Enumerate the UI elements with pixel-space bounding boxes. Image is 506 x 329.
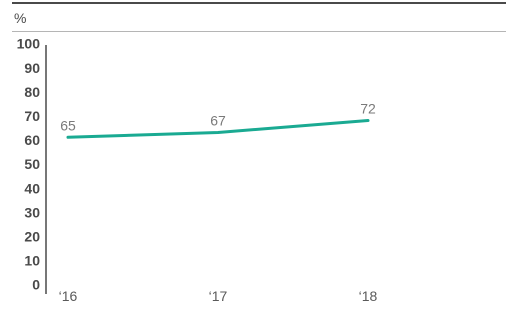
unit-label: % <box>14 10 27 26</box>
x-tick-label: ‘16 <box>59 288 78 304</box>
y-tick-label: 100 <box>17 36 41 52</box>
top-rule <box>12 2 506 4</box>
y-tick-label: 0 <box>32 277 40 293</box>
x-tick-label: ‘17 <box>209 288 228 304</box>
y-axis: 0 10 20 30 40 50 60 70 80 90 100 <box>17 36 47 294</box>
x-tick-label: ‘18 <box>359 288 378 304</box>
unit-rule <box>12 31 506 32</box>
data-labels: 65 67 72 <box>60 100 376 133</box>
y-tick-label: 60 <box>24 132 40 148</box>
y-tick-label: 80 <box>24 84 40 100</box>
series-line <box>66 119 370 139</box>
data-label: 72 <box>360 100 376 116</box>
data-label: 67 <box>210 113 226 129</box>
data-label: 65 <box>60 117 76 133</box>
y-tick-label: 90 <box>24 60 40 76</box>
y-tick-label: 30 <box>24 204 40 220</box>
y-tick-label: 70 <box>24 108 40 124</box>
y-tick-label: 20 <box>24 229 40 245</box>
y-tick-label: 50 <box>24 156 40 172</box>
series-group <box>66 119 370 139</box>
y-tick-label: 10 <box>24 253 40 269</box>
y-tick-label: 40 <box>24 180 40 196</box>
x-axis: ‘16 ‘17 ‘18 <box>59 288 378 304</box>
